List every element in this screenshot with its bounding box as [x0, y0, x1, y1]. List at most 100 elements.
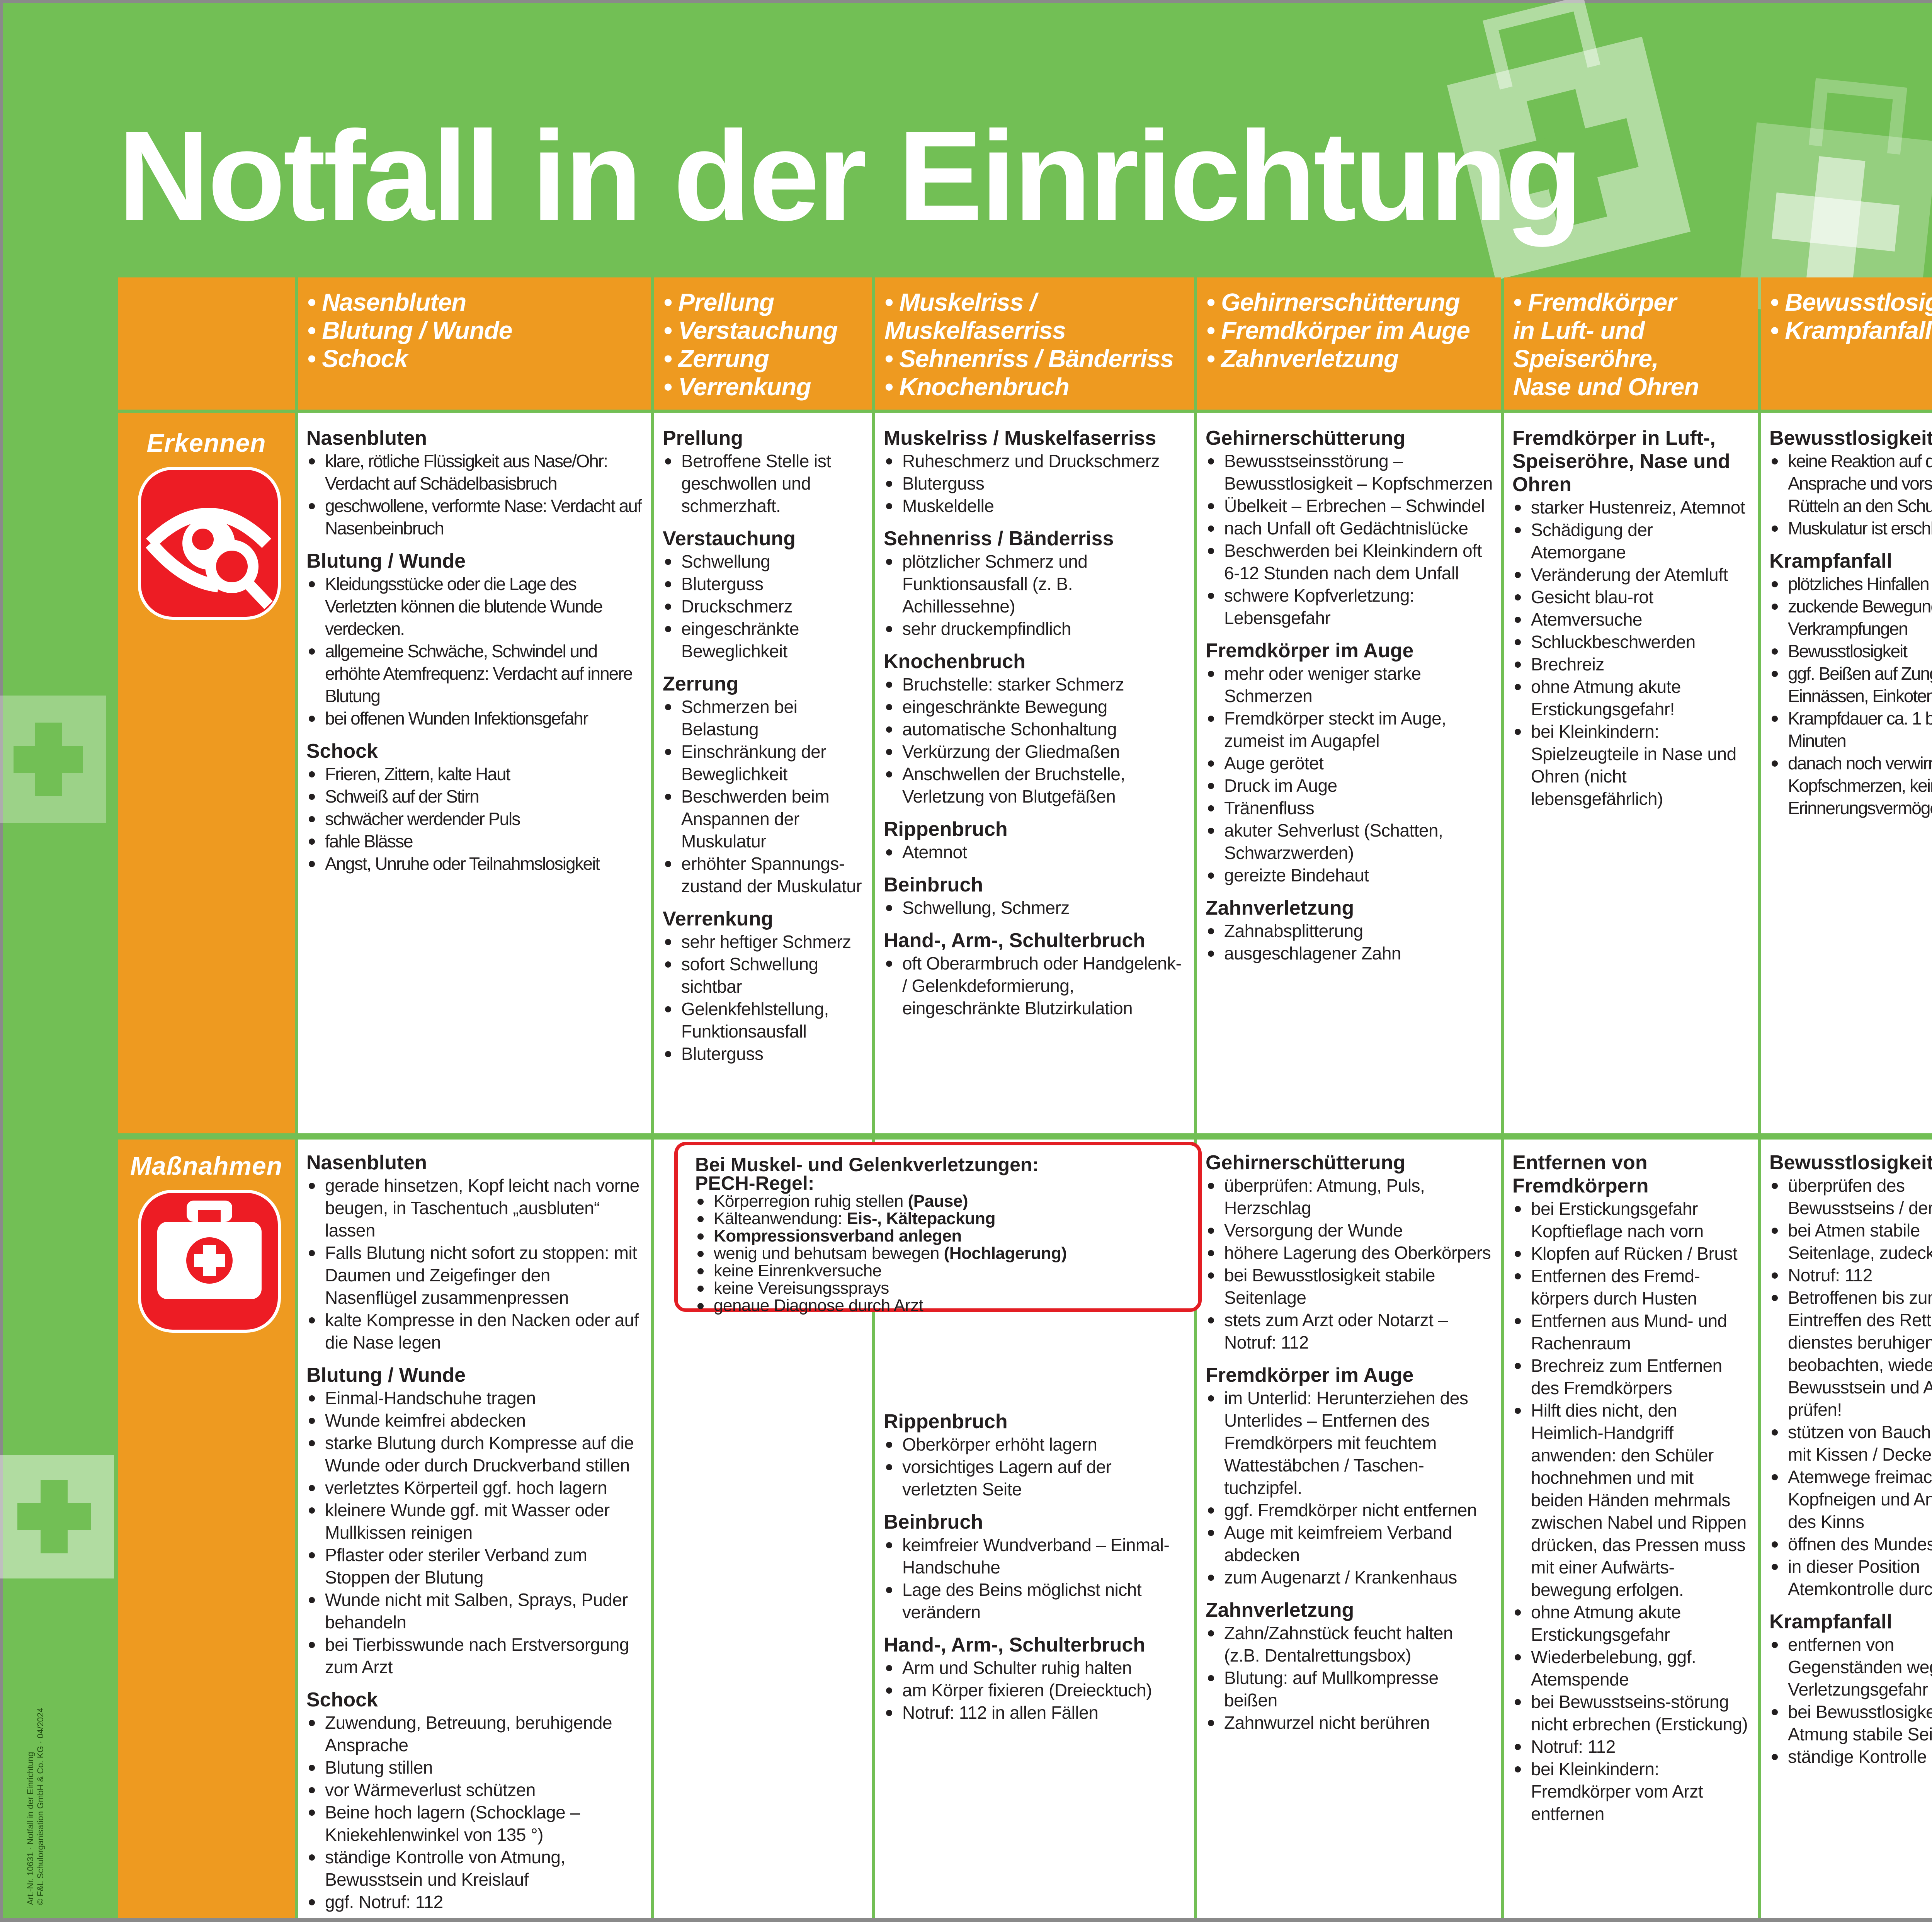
condition-section: Zerrung Schmerzen bei Belastung Einschränk… [663, 672, 864, 897]
condition-section: Rippenbruch Oberkörper erhöht lagern vorsi… [884, 1410, 1186, 1500]
condition-title: Gehirnerschütterung [1206, 1151, 1406, 1174]
condition-title: Rippenbruch [884, 818, 1008, 840]
condition-items: Zuwendung, Betreuung, beruhigende Anspra… [306, 1711, 643, 1913]
condition-items: Frieren, Zittern, kalte Haut Schweiß auf … [306, 763, 643, 875]
massnahmen-cell: Nasenbluten gerade hinsetzen, Kopf leicht… [298, 1140, 651, 1918]
list-item: Fremdkörper steckt im Auge, zumeist im A… [1206, 707, 1493, 752]
list-item: Zahnwurzel nicht berühren [1206, 1711, 1493, 1734]
list-item: starke Blutung durch Kompresse auf die W… [306, 1432, 643, 1476]
condition-title: Schock [306, 740, 378, 762]
condition-items: Betroffene Stelle ist geschwollen und sc… [663, 450, 864, 517]
pech-item: Kompressionsverband anlegen [695, 1227, 1190, 1245]
condition-title: Rippenbruch [884, 1410, 1008, 1433]
list-item: bei Bewusstseins-störung nicht erbrechen… [1512, 1691, 1750, 1735]
list-item: Bewusstseinsstörung – Bewusstlosigkeit –… [1206, 450, 1493, 495]
list-item: gerade hinsetzen, Kopf leicht nach vorne… [306, 1174, 643, 1242]
list-item: gereizte Bindehaut [1206, 864, 1493, 886]
list-item: danach noch verwirrt, Kopfschmerzen, kei… [1769, 752, 1932, 819]
list-item: überprüfen: Atmung, Puls, Herzschlag [1206, 1174, 1493, 1219]
list-item: Hilft dies nicht, den Heimlich-Handgriff… [1512, 1399, 1750, 1601]
list-item: bei Atmen stabile Seitenlage, zudecken [1769, 1219, 1932, 1264]
list-item: Notruf: 112 [1769, 1264, 1932, 1286]
pech-emphasis: (Pause) [908, 1192, 968, 1211]
condition-items: Zahnabsplitterung ausgeschlagener Zahn [1206, 920, 1493, 964]
pech-item: keine Vereisungssprays [695, 1279, 1190, 1297]
list-item: ggf. Notruf: 112 [306, 1891, 643, 1913]
condition-items: mehr oder weniger starke Schmerzen Fremdk… [1206, 662, 1493, 886]
list-item: Verkürzung der Gliedmaßen [884, 740, 1186, 763]
condition-title: Verrenkung [663, 908, 774, 930]
list-item: Schwellung, Schmerz [884, 896, 1186, 919]
list-item: Anschwellen der Bruchstelle, Verletzung … [884, 763, 1186, 808]
condition-section: Verrenkung sehr heftiger Schmerz sofort Sc… [663, 907, 864, 1065]
list-item: in dieser Position Atemkontrolle durchfü… [1769, 1555, 1932, 1600]
bottom-border [0, 1918, 1932, 1922]
condition-items: Arm und Schulter ruhig halten am Körper f… [884, 1657, 1186, 1724]
list-item: Pflaster oder steriler Verband zum Stopp… [306, 1544, 643, 1589]
header-topic: • Bewusstlosigkeit [1770, 288, 1932, 316]
condition-items: plötzlicher Schmerz und Funktionsausfall… [884, 550, 1186, 640]
list-item: Atemwege freimachen durch Kopfneigen und… [1769, 1466, 1932, 1533]
header-topic: in Luft- und [1513, 316, 1645, 344]
condition-items: gerade hinsetzen, Kopf leicht nach vorne… [306, 1174, 643, 1354]
condition-title: Blutung / Wunde [306, 1364, 466, 1386]
list-item: Brechreiz zum Entfernen des Fremdkörpers [1512, 1354, 1750, 1399]
emergency-table: Erkennen Maßnahmen • Nasenblute [118, 277, 1932, 1918]
condition-section: Fremdkörper in Luft-, Speiseröhre, Nase … [1512, 427, 1750, 810]
condition-title: Nasenbluten [306, 427, 427, 449]
massnahmen-cell: Gehirnerschütterung überprüfen: Atmung, P… [1197, 1140, 1501, 1918]
list-item: Schweiß auf der Stirn [306, 785, 643, 808]
list-item: Muskulatur ist erschlafft. [1769, 517, 1932, 539]
list-item: klare, rötliche Flüssigkeit aus Nase/Ohr… [306, 450, 643, 495]
list-item: ständige Kontrolle [1769, 1745, 1932, 1768]
condition-title: Beinbruch [884, 1511, 983, 1533]
erkennen-cell: Prellung Betroffene Stelle ist geschwolle… [654, 413, 872, 1133]
list-item: ausgeschlagener Zahn [1206, 942, 1493, 964]
list-item: Atemversuche [1512, 608, 1750, 631]
condition-section: Zahnverletzung Zahn/Zahnstück feucht halt… [1206, 1599, 1493, 1734]
column-header: • Muskelriss / Muskelfaserriss • Sehnenri… [875, 277, 1194, 410]
condition-items: keimfreier Wundverband – Einmal-Handschu… [884, 1534, 1186, 1623]
condition-title: Prellung [663, 427, 743, 449]
condition-title: Zerrung [663, 673, 739, 695]
condition-section: Beinbruch keimfreier Wundverband – Einmal… [884, 1510, 1186, 1623]
condition-section: Zahnverletzung Zahnabsplitterung ausgeschl… [1206, 896, 1493, 964]
header-topic: • Fremdkörper [1513, 288, 1677, 316]
condition-section: Blutung / Wunde Einmal-Handschuhe tragen W… [306, 1364, 643, 1678]
first-aid-kit-svg [157, 1201, 262, 1299]
list-item: schwächer werdender Puls [306, 808, 643, 830]
condition-title: Schock [306, 1689, 378, 1711]
condition-items: bei Erstickungsgefahr Kopftieflage nach … [1512, 1197, 1750, 1825]
condition-section: Entfernen von Fremdkörpern bei Erstickung… [1512, 1151, 1750, 1825]
condition-title: Gehirnerschütterung [1206, 427, 1406, 449]
list-item: Gelenkfehlstellung, Funktionsausfall [663, 998, 864, 1043]
list-item: Bluterguss [663, 573, 864, 595]
list-item: ggf. Beißen auf Zunge, Einnässen, Einkot… [1769, 662, 1932, 707]
header-corner [118, 277, 295, 410]
header-topic: • Fremdkörper im Auge [1206, 316, 1470, 344]
list-item: Druckschmerz [663, 595, 864, 617]
condition-title: Fremdkörper im Auge [1206, 1364, 1414, 1386]
pech-emphasis: Eis-, Kältepackung [847, 1209, 995, 1228]
row-label-text: Erkennen [146, 429, 266, 457]
list-item: Atemnot [884, 841, 1186, 863]
pech-item: genaue Diagnose durch Arzt [695, 1297, 1190, 1314]
condition-section: Schock Frieren, Zittern, kalte Haut Schwei… [306, 740, 643, 875]
pech-list: Körperregion ruhig stellen (Pause) Kältea… [695, 1192, 1190, 1314]
list-item: verletztes Körperteil ggf. hoch lagern [306, 1476, 643, 1499]
list-item: Ruheschmerz und Druckschmerz [884, 450, 1186, 472]
list-item: keimfreier Wundverband – Einmal-Handschu… [884, 1534, 1186, 1578]
list-item: ständige Kontrolle von Atmung, Bewusstse… [306, 1846, 643, 1891]
pech-item: wenig und behutsam bewegen (Hochlagerung… [695, 1245, 1190, 1262]
condition-items: Ruheschmerz und Druckschmerz Bluterguss Mu… [884, 450, 1186, 517]
massnahmen-cell: Bewusstlosigkeit überprüfen des Bewusstse… [1761, 1140, 1932, 1918]
list-item: zum Augenarzt / Krankenhaus [1206, 1566, 1493, 1589]
condition-items: Kleidungsstücke oder die Lage des Verlet… [306, 573, 643, 730]
list-item: nach Unfall oft Gedächtnislücke [1206, 517, 1493, 539]
list-item: Wunde nicht mit Salben, Sprays, Puder be… [306, 1589, 643, 1633]
list-item: Versorgung der Wunde [1206, 1219, 1493, 1242]
condition-section: Nasenbluten klare, rötliche Flüssigkeit a… [306, 427, 643, 539]
condition-title: Krampfanfall [1769, 550, 1892, 572]
